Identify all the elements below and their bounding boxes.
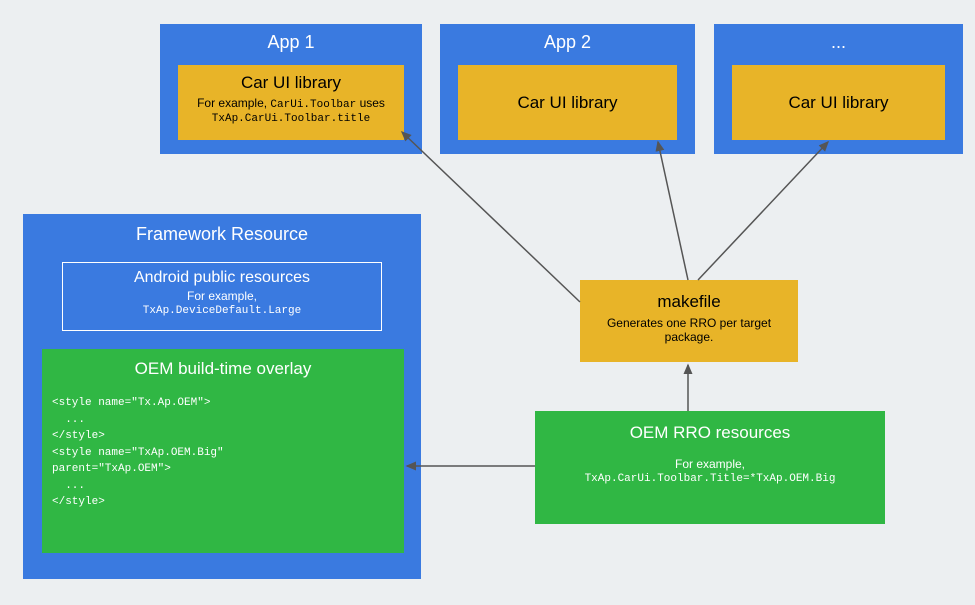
overlay-title: OEM build-time overlay	[42, 349, 404, 379]
app1-lib-sub2: TxAp.CarUi.Toolbar.title	[178, 111, 404, 125]
framework-title: Framework Resource	[23, 214, 421, 245]
app1-lib-sub1: For example, CarUi.Toolbar uses	[178, 93, 404, 111]
app2-title: App 2	[440, 24, 695, 53]
app3-lib-title: Car UI library	[788, 93, 888, 113]
arrow-makefile-app2	[658, 142, 688, 280]
rro-sub1: For example,	[535, 443, 885, 471]
rro-sub2: TxAp.CarUi.Toolbar.Title=*TxAp.OEM.Big	[535, 471, 885, 485]
app2-lib: Car UI library	[458, 65, 677, 140]
app1-lib-sub-code1: CarUi.Toolbar	[270, 99, 356, 111]
app1-lib-sub-mid: uses	[356, 96, 385, 110]
app1-lib-title: Car UI library	[178, 65, 404, 93]
makefile-sub: Generates one RRO per target package.	[580, 312, 798, 344]
overlay-code-3: </style>	[52, 428, 394, 445]
public-resources-sub2: TxAp.DeviceDefault.Large	[63, 303, 381, 317]
rro-box: OEM RRO resources For example, TxAp.CarU…	[535, 411, 885, 524]
overlay-code-2: ...	[52, 412, 394, 429]
public-resources-title: Android public resources	[63, 263, 381, 287]
overlay-box: OEM build-time overlay <style name="Tx.A…	[42, 349, 404, 553]
public-resources-sub1: For example,	[63, 287, 381, 303]
app2-lib-title: Car UI library	[517, 93, 617, 113]
rro-title: OEM RRO resources	[535, 411, 885, 443]
app1-title: App 1	[160, 24, 422, 53]
app1-lib-sub-prefix: For example,	[197, 96, 270, 110]
overlay-code-6: ...	[52, 478, 394, 495]
makefile-title: makefile	[580, 280, 798, 312]
arrow-makefile-app3	[698, 142, 828, 280]
overlay-code-4: <style name="TxAp.OEM.Big"	[52, 445, 394, 462]
overlay-code-5: parent="TxAp.OEM">	[52, 461, 394, 478]
makefile-box: makefile Generates one RRO per target pa…	[580, 280, 798, 362]
public-resources-box: Android public resources For example, Tx…	[62, 262, 382, 331]
arrow-makefile-app1	[402, 132, 580, 302]
overlay-code-1: <style name="Tx.Ap.OEM">	[52, 395, 394, 412]
app3-title: ...	[714, 24, 963, 53]
app1-lib: Car UI library For example, CarUi.Toolba…	[178, 65, 404, 140]
overlay-code-7: </style>	[52, 494, 394, 511]
app3-lib: Car UI library	[732, 65, 945, 140]
